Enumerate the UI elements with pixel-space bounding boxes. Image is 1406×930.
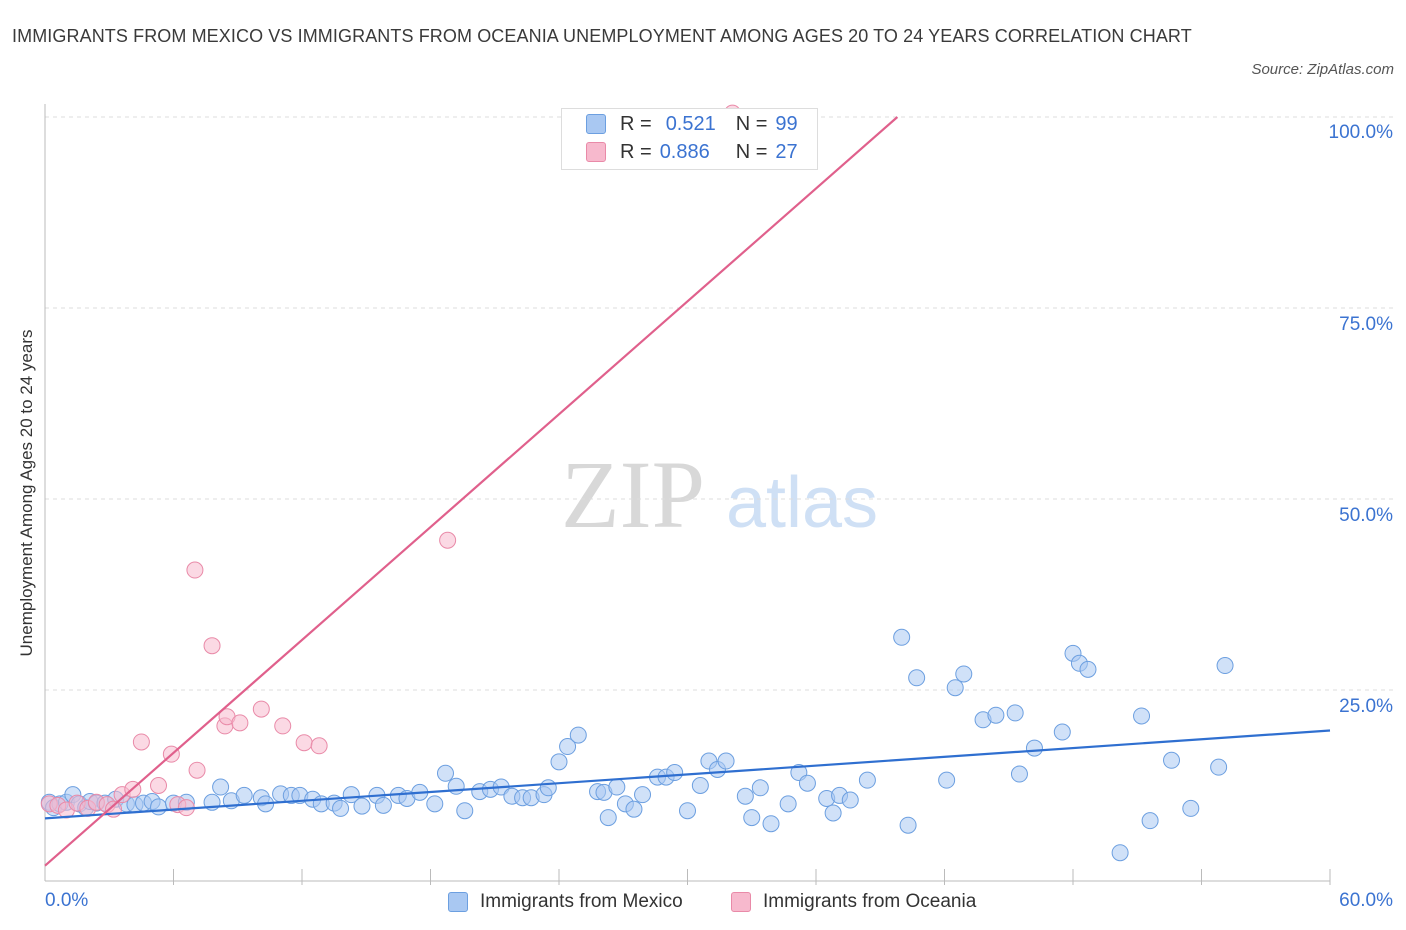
axes: [44, 104, 1331, 885]
y-tick-label-75: 75.0%: [1339, 314, 1393, 335]
chart-title: IMMIGRANTS FROM MEXICO VS IMMIGRANTS FRO…: [12, 26, 1192, 46]
oceania-point-21: [252, 700, 270, 718]
mexico-point-56: [608, 778, 626, 796]
mexico-point-84: [938, 771, 956, 789]
mexico-point-98: [1163, 751, 1181, 769]
r-value: 0.886: [659, 140, 710, 163]
mexico-point-79: [858, 771, 876, 789]
r-value: 0.521: [665, 112, 716, 135]
n-label: N =: [735, 112, 768, 135]
oceania-point-22: [274, 717, 292, 735]
n-value: 99: [775, 112, 798, 135]
series-mexico-points: [40, 628, 1234, 862]
mexico-swatch: [586, 114, 606, 134]
mexico-point-67: [717, 752, 735, 770]
mexico-point-19: [212, 778, 230, 796]
mexico-point-49: [539, 779, 557, 797]
mexico-point-87: [987, 706, 1005, 724]
mexico-point-99: [1182, 799, 1200, 817]
mexico-point-34: [374, 796, 392, 814]
mexico-point-30: [332, 799, 350, 817]
trend-lines: [44, 116, 1331, 867]
mexico-point-70: [751, 779, 769, 797]
mexico-point-89: [1010, 765, 1028, 783]
mexico-point-15: [150, 798, 168, 816]
oceania-swatch: [731, 892, 751, 912]
mexico-point-83: [946, 679, 964, 697]
mexico-trend-line: [44, 729, 1331, 820]
y-tick-label-100: 100.0%: [1328, 122, 1393, 143]
mexico-point-88: [1006, 704, 1024, 722]
legend-row-oceania: R = 0.886 N = 27: [586, 138, 798, 166]
mexico-point-68: [736, 787, 754, 805]
oceania-point-20: [231, 714, 249, 732]
n-label: N =: [735, 140, 768, 163]
oceania-point-25: [439, 531, 457, 549]
y-axis-label: Unemployment Among Ages 20 to 24 years: [17, 329, 36, 657]
mexico-point-76: [824, 804, 842, 822]
watermark-atlas: atlas: [726, 463, 878, 543]
mexico-point-74: [798, 774, 816, 792]
oceania-point-16: [186, 561, 204, 579]
source-credit: Source: ZipAtlas.com: [1251, 61, 1394, 78]
mexico-point-100: [1210, 758, 1228, 776]
legend-item-mexico[interactable]: Immigrants from Mexico: [448, 889, 683, 915]
mexico-point-72: [779, 795, 797, 813]
r-label: R =: [620, 140, 652, 163]
oceania-trend-line: [44, 116, 899, 867]
mexico-point-91: [1053, 723, 1071, 741]
mexico-point-62: [666, 764, 684, 782]
n-value: 27: [775, 140, 798, 163]
oceania-swatch: [586, 142, 606, 162]
mexico-point-78: [841, 791, 859, 809]
mexico-point-52: [569, 726, 587, 744]
mexico-point-82: [908, 669, 926, 687]
mexico-point-63: [679, 802, 696, 820]
legend-label-mexico: Immigrants from Mexico: [480, 891, 683, 912]
oceania-point-10: [132, 733, 150, 751]
mexico-point-40: [447, 777, 465, 795]
mexico-point-69: [743, 809, 761, 827]
legend-item-oceania[interactable]: Immigrants from Oceania: [731, 889, 976, 915]
oceania-point-15: [188, 761, 206, 779]
mexico-point-85: [955, 665, 973, 683]
x-tick-label-max: 60.0%: [1339, 890, 1393, 911]
mexico-point-32: [353, 797, 371, 815]
legend-row-mexico: R = 0.521 N = 99: [586, 110, 798, 138]
grid-lines: [45, 116, 1394, 691]
mexico-point-38: [426, 795, 444, 813]
correlation-legend: R = 0.521 N = 99 R = 0.886 N = 27: [561, 108, 818, 170]
oceania-point-11: [150, 777, 168, 794]
mexico-point-64: [691, 777, 709, 794]
y-tick-label-25: 25.0%: [1339, 696, 1393, 717]
mexico-point-21: [235, 786, 253, 804]
mexico-point-95: [1111, 844, 1129, 862]
r-label: R =: [620, 112, 652, 135]
oceania-point-24: [310, 737, 328, 755]
mexico-point-55: [599, 809, 617, 827]
mexico-point-50: [550, 753, 568, 771]
mexico-point-71: [762, 815, 780, 833]
oceania-point-23: [295, 734, 313, 752]
legend-label-oceania: Immigrants from Oceania: [763, 891, 977, 912]
mexico-point-39: [436, 764, 454, 782]
mexico-point-90: [1025, 739, 1043, 757]
mexico-point-97: [1141, 812, 1159, 830]
mexico-point-59: [634, 786, 652, 804]
mexico-swatch: [448, 892, 468, 912]
mexico-point-96: [1133, 707, 1151, 725]
mexico-point-94: [1079, 660, 1097, 678]
oceania-point-17: [203, 637, 221, 655]
mexico-point-41: [456, 802, 474, 820]
mexico-point-80: [893, 628, 911, 646]
x-tick-label-min: 0.0%: [45, 890, 89, 911]
mexico-point-51: [559, 738, 577, 756]
mexico-point-101: [1216, 657, 1234, 675]
watermark-zip: ZIP: [561, 441, 705, 548]
series-legend: Immigrants from Mexico Immigrants from O…: [0, 889, 1406, 915]
mexico-point-81: [899, 816, 917, 834]
y-tick-label-50: 50.0%: [1339, 505, 1393, 526]
mexico-point-58: [625, 800, 643, 818]
